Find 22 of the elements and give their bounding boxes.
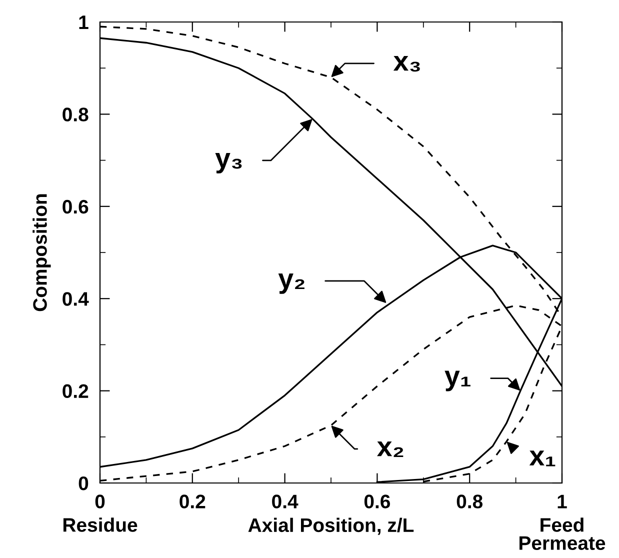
y-tick-label: 0.2 [62, 384, 88, 398]
text: Feed Permeate [520, 518, 606, 550]
x-tick-label: 0 [95, 494, 105, 508]
y-tick-label: 0.8 [62, 108, 88, 122]
annotation: y₃ [215, 152, 242, 174]
x-tick-label: 0.8 [456, 494, 483, 508]
annotation: x₂ [377, 441, 404, 458]
x-tick-label: 0.6 [364, 494, 390, 508]
annotation: x₃ [393, 56, 420, 72]
x-axis-title: Axial Position, z/L [248, 518, 414, 535]
y-tick-label: 1 [79, 16, 88, 30]
annotation: y₂ [278, 273, 304, 294]
x-tick-label: 1 [558, 494, 567, 508]
annotation: x₁ [529, 450, 556, 466]
x-tick-label: 0.2 [180, 494, 206, 508]
y-tick-label: 0 [78, 476, 88, 490]
text: Residue [63, 518, 138, 532]
y-axis-title: Composition [32, 194, 51, 312]
annotation: y₁ [444, 370, 470, 392]
y-tick-label: 0.4 [62, 292, 89, 306]
x-tick-label: 0.4 [272, 494, 298, 508]
y-tick-label: 0.6 [62, 200, 88, 214]
